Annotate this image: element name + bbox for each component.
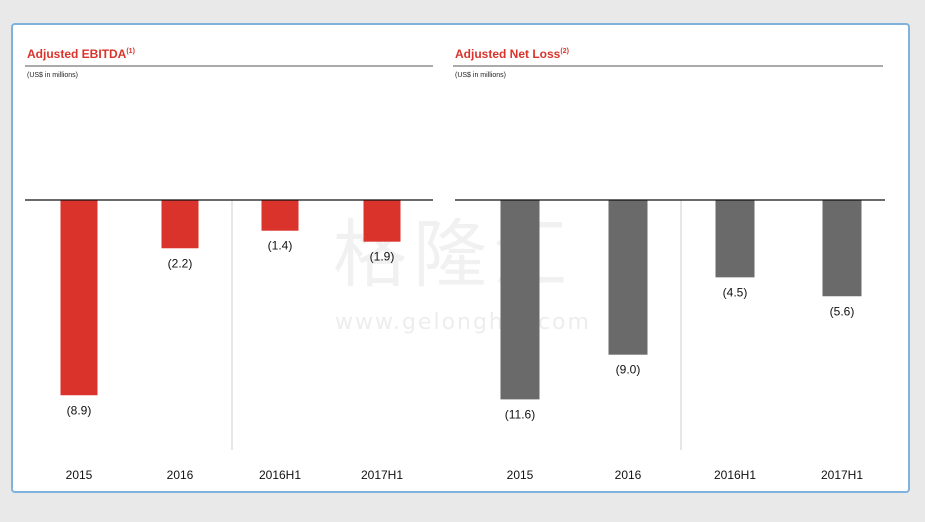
slide: 格隆汇 www.gelonghui.com Adjusted EBITDA(1)… [11,23,910,493]
category-label: 2017H1 [821,468,863,482]
category-label: 2015 [66,468,93,482]
data-label: (4.5) [723,285,748,299]
bar [363,200,401,242]
title-footnote: (2) [560,48,569,55]
data-label: (1.4) [268,239,293,253]
unit-label: (US$ in millions) [455,72,506,79]
chart-title: Adjusted EBITDA(1) [27,47,135,61]
bar [608,200,648,355]
category-label: 2017H1 [361,468,403,482]
unit-label: (US$ in millions) [27,72,78,79]
data-label: (9.0) [616,363,641,377]
category-label: 2016H1 [259,468,301,482]
title-footnote: (1) [126,48,135,55]
net-loss-chart: (11.6) 2015 (9.0) 2016 (4.5) 2016H1 (5.6) 2017H… [455,199,885,482]
net-loss-panel: Adjusted Net Loss(2) (US$ in millions) (… [441,25,901,491]
bar [261,200,299,231]
title-text: Adjusted Net Loss [455,47,561,61]
chart-title: Adjusted Net Loss(2) [455,47,569,61]
bar [161,200,199,249]
watermark-url: www.gelonghui.com [335,310,591,335]
title-rule [25,65,433,67]
bar [500,200,540,400]
title-rule [453,65,883,67]
ebitda-chart: (8.9) 2015 (2.2) 2016 (1.4) 2016H1 (1.9) 2017H1 [25,199,433,482]
title-text: Adjusted EBITDA [27,47,127,61]
bar [715,200,755,278]
category-label: 2015 [507,468,534,482]
category-label: 2016 [167,468,194,482]
data-label: (11.6) [505,407,535,421]
data-label: (2.2) [168,256,193,270]
data-label: (5.6) [830,304,855,318]
data-label: (8.9) [67,403,92,417]
ebitda-panel: Adjusted EBITDA(1) (US$ in millions) (8.… [13,25,443,491]
category-label: 2016H1 [714,468,756,482]
category-label: 2016 [615,468,642,482]
bar [60,200,98,396]
bar [822,200,862,297]
data-label: (1.9) [370,250,395,264]
